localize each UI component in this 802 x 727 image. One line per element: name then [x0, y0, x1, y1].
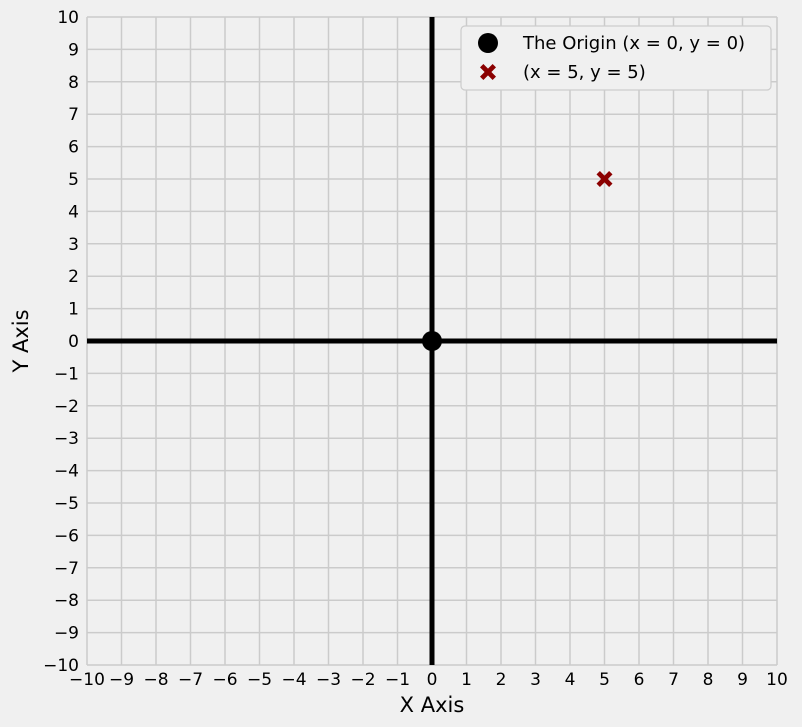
x-tick-label: −8	[143, 670, 168, 690]
legend-marker	[480, 64, 496, 80]
y-tick-label: −7	[54, 559, 79, 579]
x-tick-label: −5	[247, 670, 272, 690]
x-tick-label: −4	[281, 670, 306, 690]
y-tick-label: −2	[54, 397, 79, 417]
y-tick-label: −9	[54, 624, 79, 644]
y-tick-label: 9	[68, 40, 79, 60]
y-tick-label: 10	[57, 8, 79, 28]
x-tick-label: 4	[565, 670, 576, 690]
legend-box	[460, 25, 772, 91]
legend: The Origin (x = 0, y = 0) (x = 5, y = 5)	[460, 25, 772, 91]
y-axis-label: Y Axis	[9, 309, 33, 373]
y-tick-label: −8	[54, 591, 79, 611]
x-tick-label: 7	[668, 670, 679, 690]
y-tick-label: −4	[54, 462, 79, 482]
y-tick-label: 6	[68, 138, 79, 158]
x-tick-label: 0	[427, 670, 438, 690]
y-tick-label: 2	[68, 267, 79, 287]
y-tick-label: 4	[68, 202, 79, 222]
y-tick-label: 5	[68, 170, 79, 190]
x-tick-label: −1	[385, 670, 410, 690]
x-axis-label: X Axis	[400, 693, 465, 717]
x-tick-label: −9	[109, 670, 134, 690]
x-tick-label: 6	[634, 670, 645, 690]
y-tick-label: 1	[68, 300, 79, 320]
x-tick-label: −10	[69, 670, 105, 690]
y-tick-label: 3	[68, 235, 79, 255]
x-tick-label: 9	[737, 670, 748, 690]
x-tick-label: 3	[530, 670, 541, 690]
x-tick-label: 1	[461, 670, 472, 690]
x-tick-labels: −10 −9 −8 −7 −6 −5 −4 −3 −2 −1 0 1 2 3 4 5 6 7 8 9 10	[69, 670, 788, 690]
y-tick-label: 0	[68, 332, 79, 352]
x-tick-label: −7	[178, 670, 203, 690]
x-tick-label: 2	[496, 670, 507, 690]
origin-point	[422, 331, 442, 351]
x-tick-label: 5	[599, 670, 610, 690]
x-tick-label: 8	[703, 670, 714, 690]
y-tick-label: 7	[68, 105, 79, 125]
legend-marker	[478, 33, 498, 53]
y-tick-label: −1	[54, 364, 79, 384]
legend-label: The Origin (x = 0, y = 0)	[522, 33, 745, 54]
x-tick-label: −6	[212, 670, 237, 690]
legend-label: (x = 5, y = 5)	[523, 62, 646, 83]
y-tick-label: −3	[54, 429, 79, 449]
x-tick-label: −3	[316, 670, 341, 690]
x-tick-label: 10	[766, 670, 788, 690]
data-points	[422, 171, 613, 351]
x-tick-label: −2	[350, 670, 375, 690]
y-tick-label: −10	[43, 656, 79, 676]
y-tick-label: −6	[54, 526, 79, 546]
y-tick-label: −5	[54, 494, 79, 514]
y-tick-label: 8	[68, 73, 79, 93]
point-marker	[596, 171, 613, 187]
